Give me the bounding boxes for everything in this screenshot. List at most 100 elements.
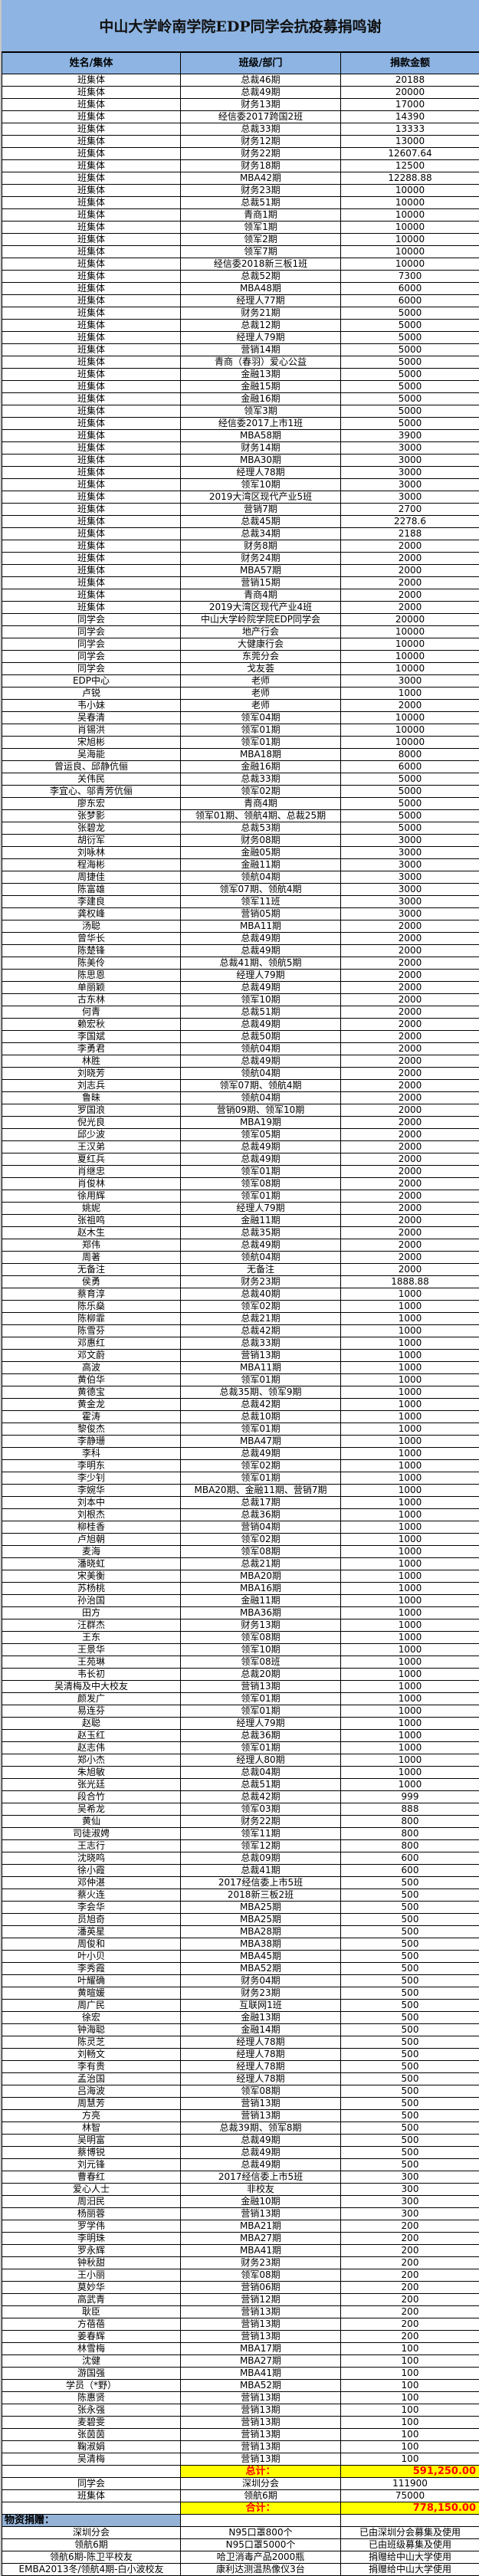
donation-amount: 10000 <box>341 737 479 749</box>
donor-name: 陈灵芝 <box>2 2036 181 2049</box>
donor-name: 李静珊 <box>2 1436 181 1448</box>
donation-amount: 6000 <box>341 283 479 295</box>
donor-name: 赵玉红 <box>2 1730 181 1742</box>
donor-class: 总裁49期 <box>181 1019 341 1031</box>
donor-name: 沈晓鸣 <box>2 1852 181 1865</box>
donor-name: 班集体 <box>2 491 181 504</box>
donor-class: 总裁33期 <box>181 123 341 136</box>
donor-name: 陈美伶 <box>2 957 181 970</box>
donor-name: 班集体 <box>2 553 181 565</box>
donation-amount: 1000 <box>341 1558 479 1570</box>
donor-name: 曹春红 <box>2 2171 181 2184</box>
donation-amount: 2700 <box>341 504 479 516</box>
donor-class: 营销13期 <box>181 2453 341 2466</box>
donor-name: 班集体 <box>2 246 181 258</box>
donor-class: 领航6期 <box>181 2490 341 2502</box>
donor-name: 班集体 <box>2 111 181 123</box>
donation-amount: 1000 <box>341 1754 479 1767</box>
donor-class: MBA25期 <box>181 1914 341 1926</box>
donor-name: 吴明富 <box>2 2135 181 2147</box>
page-title: 中山大学岭南学院EDP同学会抗疫募捐鸣谢 <box>2 0 479 52</box>
donor-name: 班集体 <box>2 2490 181 2502</box>
donor-class: MBA25期 <box>181 1902 341 1914</box>
donor-name: 爱心人士 <box>2 2184 181 2196</box>
donor-name: 汤聪 <box>2 920 181 933</box>
subtotal-label: 总计： <box>181 2466 341 2478</box>
donation-amount: 5000 <box>341 356 479 369</box>
donor-class: 领军01期 <box>181 1374 341 1386</box>
donor-name: 员旭奇 <box>2 1914 181 1926</box>
donor-class: 经理人79期 <box>181 332 341 344</box>
donor-class: 财务12期 <box>181 136 341 148</box>
donation-amount: 500 <box>341 2098 479 2110</box>
donation-amount: 500 <box>341 2110 479 2122</box>
donor-name: 田方 <box>2 1607 181 1619</box>
donation-amount: 2000 <box>341 1239 479 1252</box>
donation-amount: 13000 <box>341 136 479 148</box>
donor-class: 财务21期 <box>181 307 341 320</box>
donation-amount: 14390 <box>341 111 479 123</box>
donation-amount: 13333 <box>341 123 479 136</box>
donation-amount: 2000 <box>341 1166 479 1178</box>
donor-class: 领军01期 <box>181 1190 341 1203</box>
donor-class: 东莞分会 <box>181 651 341 663</box>
grand-total-row: 合计： 778,150.00 <box>2 2502 479 2515</box>
donor-name: 班集体 <box>2 123 181 136</box>
donor-class: 总裁40期 <box>181 1288 341 1301</box>
donation-amount: 2000 <box>341 1129 479 1141</box>
donor-class: 老师 <box>181 700 341 712</box>
donor-name: 邓惠红 <box>2 1337 181 1350</box>
donation-amount: 10000 <box>341 663 479 675</box>
donor-class: 青商4期 <box>181 589 341 602</box>
donation-amount: 10000 <box>341 638 479 651</box>
donor-name: 徐用辉 <box>2 1190 181 1203</box>
donor-class: 财务08期 <box>181 835 341 847</box>
donor-name: 同学会 <box>2 651 181 663</box>
donor-name: 易连芬 <box>2 1705 181 1718</box>
donation-amount: 2188 <box>341 528 479 540</box>
donation-amount: 1000 <box>341 1288 479 1301</box>
donor-class: 总裁52期 <box>181 271 341 283</box>
donor-name: 蔡博锐 <box>2 2147 181 2159</box>
donor-class: 总裁36期 <box>181 1509 341 1521</box>
donor-name: 邓文蔚 <box>2 1350 181 1362</box>
donation-amount: 10000 <box>341 712 479 724</box>
donor-name: 姚妮 <box>2 1203 181 1215</box>
donor-name: 班集体 <box>2 295 181 307</box>
donor-name: 刘晓芳 <box>2 1068 181 1080</box>
donor-class: 领军05期 <box>181 1129 341 1141</box>
donation-amount: 20000 <box>341 87 479 99</box>
donor-class: 总裁20期 <box>181 1669 341 1681</box>
donation-amount: 500 <box>341 1877 479 1889</box>
donor-class: 总裁39期、领军8期 <box>181 2122 341 2135</box>
donation-amount: 6000 <box>341 295 479 307</box>
donation-amount: 2278.6 <box>341 516 479 528</box>
donor-class: 总裁49期 <box>181 2147 341 2159</box>
donor-name: 王景华 <box>2 1644 181 1656</box>
donor-class: 总裁50期 <box>181 1031 341 1043</box>
donation-amount: 888 <box>341 1803 479 1816</box>
donor-class: 领军2期 <box>181 234 341 246</box>
donor-name: 关伟民 <box>2 773 181 786</box>
donor-name: 李婉华 <box>2 1485 181 1497</box>
